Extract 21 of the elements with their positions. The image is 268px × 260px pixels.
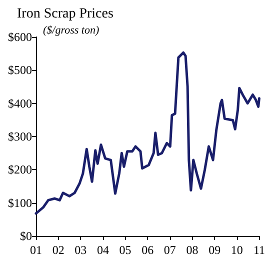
y-tick-label: $100 bbox=[8, 196, 32, 210]
x-tick-label: 02 bbox=[52, 243, 64, 257]
x-tick-label: 09 bbox=[208, 243, 221, 257]
x-tick-label: 07 bbox=[164, 243, 176, 257]
x-tick-label: 04 bbox=[96, 243, 109, 257]
x-tick-label: 05 bbox=[119, 243, 132, 257]
y-tick-label: $600 bbox=[8, 30, 32, 44]
chart-subtitle: ($/gross ton) bbox=[43, 24, 100, 36]
y-tick-label: $0 bbox=[20, 229, 32, 243]
line-series bbox=[34, 51, 260, 215]
x-tick-label: 01 bbox=[30, 243, 42, 257]
y-tick-label: $300 bbox=[8, 130, 32, 144]
y-tick-label: $400 bbox=[8, 96, 32, 110]
y-tick-label: $200 bbox=[8, 162, 32, 177]
x-tick-label: 08 bbox=[186, 243, 198, 257]
y-tick-label: $500 bbox=[8, 63, 32, 78]
x-tick-label: 11 bbox=[253, 243, 266, 257]
x-tick-label: 10 bbox=[230, 243, 243, 257]
x-tick-label: 03 bbox=[74, 243, 87, 257]
x-tick-label: 06 bbox=[142, 243, 154, 257]
chart-title: Iron Scrap Prices bbox=[17, 6, 114, 22]
